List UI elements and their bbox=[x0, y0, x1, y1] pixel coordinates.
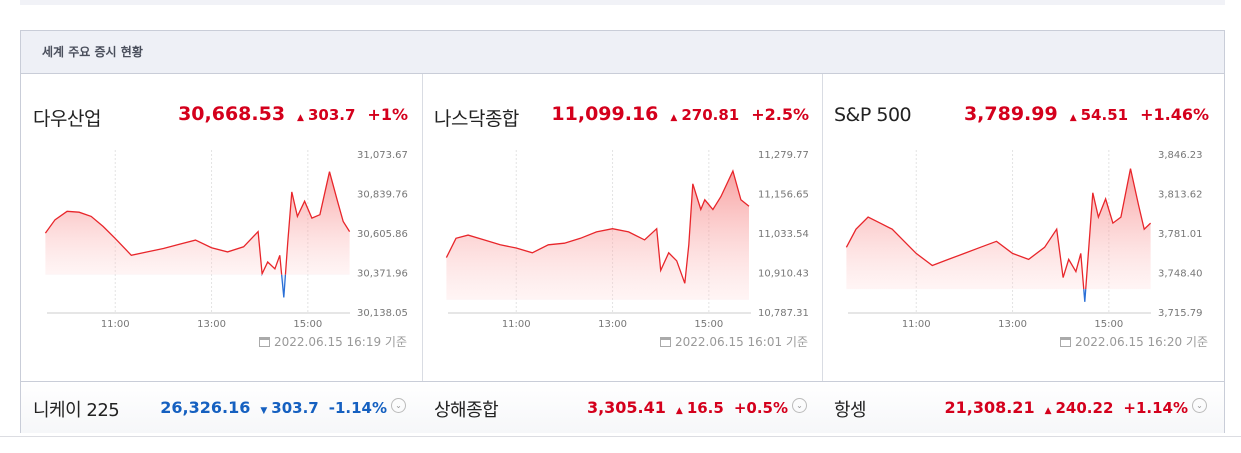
price-line-up bbox=[44, 171, 351, 275]
market-name: S&P 500 bbox=[834, 104, 912, 126]
y-tick-label: 11,033.54 bbox=[758, 229, 809, 240]
y-tick-label: 3,715.79 bbox=[1158, 308, 1203, 319]
market-stats: 3,305.41 ▲ 16.5 +0.5% bbox=[587, 398, 788, 417]
other-markets-row bbox=[21, 381, 1224, 433]
area-up bbox=[45, 171, 350, 275]
y-tick-label: 31,073.67 bbox=[357, 150, 408, 161]
percent: +0.5% bbox=[733, 399, 788, 417]
updated-time: 2022.06.15 16:01 기준 bbox=[660, 333, 808, 350]
bottom-line bbox=[0, 436, 1241, 437]
change-wrap: ▲ 303.7 bbox=[297, 106, 355, 124]
percent: +1.14% bbox=[1123, 399, 1188, 417]
x-tick-label: 13:00 bbox=[598, 319, 627, 330]
market-name: 다우산업 bbox=[33, 108, 101, 130]
price: 26,326.16 bbox=[160, 398, 251, 417]
change-wrap: ▲ 240.22 bbox=[1045, 399, 1114, 417]
divider bbox=[822, 74, 823, 432]
area-up bbox=[846, 168, 1151, 290]
market-stats: 11,099.16 ▲ 270.81 +2.5% bbox=[551, 103, 809, 125]
change: 16.5 bbox=[686, 399, 724, 417]
price-chart: 11:00 13:00 15:00 3,715.79 3,748.40 3,781.01 3… bbox=[845, 150, 1203, 330]
y-tick-label: 3,813.62 bbox=[1158, 190, 1203, 201]
market-stats: 30,668.53 ▲ 303.7 +1% bbox=[178, 103, 408, 125]
panel-title: 세계 주요 증시 현황 bbox=[42, 45, 143, 59]
change-wrap: ▼ 303.7 bbox=[260, 399, 318, 417]
y-tick-label: 30,605.86 bbox=[357, 229, 408, 240]
arrow-icon: ▲ bbox=[297, 113, 304, 123]
y-tick-label: 30,138.05 bbox=[357, 308, 408, 319]
updated-time: 2022.06.15 16:19 기준 bbox=[259, 333, 407, 350]
arrow-icon: ▲ bbox=[670, 113, 678, 123]
market-name: 항셍 bbox=[834, 400, 867, 421]
market-stats: 26,326.16 ▼ 303.7 -1.14% bbox=[160, 398, 387, 417]
x-tick-label: 11:00 bbox=[902, 319, 931, 330]
percent: +1.46% bbox=[1140, 105, 1209, 124]
area-up bbox=[446, 171, 749, 300]
price: 30,668.53 bbox=[178, 103, 286, 125]
change-wrap: ▲ 270.81 bbox=[670, 106, 739, 124]
updated-text: 2022.06.15 16:01 기준 bbox=[675, 335, 808, 349]
market-stats: 21,308.21 ▲ 240.22 +1.14% bbox=[944, 398, 1188, 417]
y-tick-label: 10,910.43 bbox=[758, 268, 809, 279]
market-name: 나스닥종합 bbox=[434, 108, 519, 130]
change-wrap: ▲ 54.51 bbox=[1070, 106, 1128, 124]
updated-time: 2022.06.15 16:20 기준 bbox=[1060, 333, 1208, 350]
expand-button[interactable]: ⌄ bbox=[391, 398, 406, 413]
y-tick-label: 11,156.65 bbox=[758, 190, 809, 201]
price-chart: 11:00 13:00 15:00 10,787.31 10,910.43 11,033.… bbox=[445, 150, 809, 330]
y-tick-label: 3,781.01 bbox=[1158, 229, 1203, 240]
price: 11,099.16 bbox=[551, 103, 659, 125]
top-strip bbox=[20, 0, 1225, 5]
price: 21,308.21 bbox=[944, 398, 1035, 417]
price-line-up bbox=[845, 168, 1152, 290]
y-tick-label: 3,846.23 bbox=[1158, 150, 1203, 161]
x-tick-label: 15:00 bbox=[1094, 319, 1123, 330]
market-name: 니케이 225 bbox=[33, 400, 120, 421]
market-panel: 세계 주요 증시 현황 bbox=[20, 30, 1225, 433]
arrow-icon: ▼ bbox=[260, 406, 268, 416]
divider bbox=[422, 74, 423, 432]
price: 3,305.41 bbox=[586, 398, 666, 417]
market-stats: 3,789.99 ▲ 54.51 +1.46% bbox=[964, 103, 1209, 125]
x-tick-label: 15:00 bbox=[293, 319, 322, 330]
updated-text: 2022.06.15 16:19 기준 bbox=[274, 335, 407, 349]
percent: +2.5% bbox=[751, 105, 809, 124]
updated-text: 2022.06.15 16:20 기준 bbox=[1075, 335, 1208, 349]
expand-button[interactable]: ⌄ bbox=[1192, 398, 1207, 413]
calendar-icon bbox=[1060, 336, 1071, 347]
arrow-icon: ▲ bbox=[675, 406, 683, 416]
calendar-icon bbox=[259, 336, 270, 347]
y-tick-label: 30,839.76 bbox=[357, 190, 408, 201]
price: 3,789.99 bbox=[963, 103, 1058, 125]
y-tick-label: 3,748.40 bbox=[1158, 269, 1203, 280]
y-tick-label: 30,371.96 bbox=[357, 268, 408, 279]
price-chart: 11:00 13:00 15:00 30,138.05 30,371.96 30,605.… bbox=[44, 150, 408, 330]
price-line-up bbox=[445, 169, 750, 284]
expand-button[interactable]: ⌄ bbox=[792, 398, 807, 413]
arrow-icon: ▲ bbox=[1069, 113, 1077, 123]
x-tick-label: 11:00 bbox=[101, 319, 130, 330]
percent: +1% bbox=[367, 105, 408, 124]
change: 303.7 bbox=[271, 399, 319, 417]
arrow-icon: ▲ bbox=[1044, 406, 1052, 416]
x-tick-label: 13:00 bbox=[197, 319, 226, 330]
x-tick-label: 15:00 bbox=[694, 319, 723, 330]
x-tick-label: 13:00 bbox=[998, 319, 1027, 330]
y-tick-label: 10,787.31 bbox=[758, 308, 809, 319]
market-name: 상해종합 bbox=[434, 400, 499, 421]
calendar-icon bbox=[660, 336, 671, 347]
change: 303.7 bbox=[307, 106, 356, 124]
change-wrap: ▲ 16.5 bbox=[676, 399, 724, 417]
x-tick-label: 11:00 bbox=[502, 319, 531, 330]
y-tick-label: 11,279.77 bbox=[758, 150, 809, 161]
panel-header: 세계 주요 증시 현황 bbox=[21, 31, 1224, 74]
change: 240.22 bbox=[1055, 399, 1114, 417]
percent: -1.14% bbox=[328, 399, 387, 417]
change: 54.51 bbox=[1080, 106, 1129, 124]
change: 270.81 bbox=[681, 106, 740, 124]
